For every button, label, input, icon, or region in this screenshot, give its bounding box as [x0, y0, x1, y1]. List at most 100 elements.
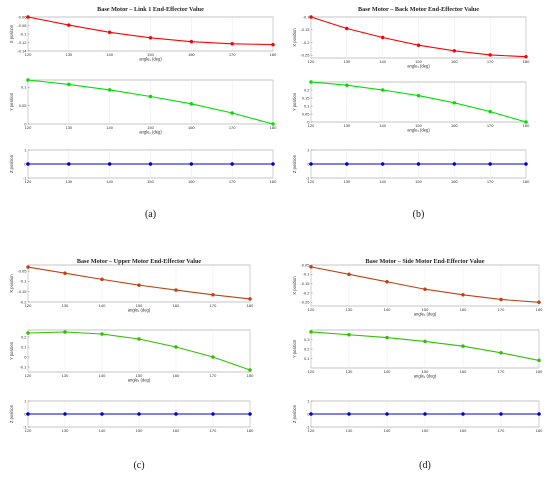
x-axis-label: angle₁ (deg) — [414, 312, 437, 317]
x-tick-label: 180 — [247, 303, 254, 308]
data-point — [499, 350, 503, 355]
y-tick-label: -0.2 — [303, 290, 311, 295]
x-tick-label: 130 — [346, 428, 353, 433]
data-point — [211, 293, 215, 297]
x-tick-label: 160 — [173, 373, 180, 378]
y-tick-label: -0.25 — [300, 53, 310, 58]
y-tick-label: -0.15 — [300, 27, 310, 32]
data-point — [248, 368, 252, 372]
y-tick-label: 0.2 — [21, 334, 27, 339]
x-tick-label: 150 — [147, 125, 154, 130]
x-tick-label: 140 — [384, 428, 391, 433]
chart-panel-d: Base Motor – Side Motor End-Effector Val… — [292, 258, 543, 471]
x-tick-label: 120 — [25, 428, 32, 433]
x-tick-label: 160 — [451, 59, 458, 64]
x-tick-label: 170 — [498, 307, 505, 312]
y-tick-label: 0 — [24, 411, 27, 416]
y-tick-label: 1 — [24, 147, 27, 152]
data-point — [524, 162, 528, 166]
x-tick-label: 120 — [308, 307, 315, 312]
data-point — [67, 162, 71, 166]
y-axis-label: X position — [292, 276, 297, 295]
x-tick-label: 120 — [308, 123, 315, 128]
data-point — [537, 300, 541, 305]
data-point — [26, 265, 30, 269]
x-tick-label: 160 — [460, 428, 467, 433]
data-point — [174, 345, 178, 349]
y-tick-label: 0 — [24, 161, 27, 166]
x-tick-label: 160 — [451, 123, 458, 128]
data-point — [416, 162, 421, 166]
x-tick-label: 180 — [523, 123, 530, 128]
y-tick-label: 0 — [24, 354, 27, 359]
y-tick-label: -0.14 — [17, 48, 27, 53]
data-point — [107, 30, 112, 35]
y-tick-label: 1 — [24, 398, 27, 403]
y-tick-label: -0.08 — [17, 23, 27, 28]
data-point — [26, 162, 30, 166]
panel-caption: (a) — [145, 209, 156, 220]
x-axis-label: angle₁ (deg) — [407, 64, 430, 69]
data-point — [380, 88, 385, 92]
data-point — [309, 162, 313, 166]
x-tick-label: 150 — [422, 369, 429, 374]
data-point — [100, 332, 104, 336]
y-axis-label: Y position — [292, 92, 297, 111]
data-point — [67, 82, 71, 87]
x-tick-label: 160 — [188, 179, 195, 184]
data-point — [211, 412, 215, 416]
x-tick-label: 130 — [343, 179, 350, 184]
y-tick-label: 0.05 — [19, 103, 28, 108]
x-tick-label: 170 — [210, 303, 217, 308]
y-tick-label: -0.1 — [303, 272, 311, 277]
data-point — [63, 271, 67, 276]
y-tick-label: 1 — [307, 398, 310, 403]
data-point — [309, 330, 313, 334]
data-point — [488, 162, 492, 166]
chart-panel-b: Base Motor – Back Motor End-Effector Val… — [292, 6, 530, 220]
x-tick-label: 170 — [229, 125, 236, 130]
y-axis-label: Y position — [9, 341, 14, 360]
subplot-x-position: -0.05 -0.1 -0.15 -0.2 -0.25 120 130 140 150 160 17… — [292, 262, 543, 316]
data-point — [452, 101, 457, 105]
data-point — [461, 344, 465, 348]
x-tick-label: 150 — [415, 179, 422, 184]
x-tick-label: 140 — [99, 428, 106, 433]
data-point — [309, 412, 313, 416]
data-point — [416, 43, 421, 47]
y-tick-label: 0.15 — [302, 95, 311, 100]
data-point — [347, 272, 351, 277]
x-tick-label: 180 — [536, 428, 543, 433]
y-axis-label: Z position — [292, 404, 297, 423]
panel-caption: (d) — [419, 460, 431, 471]
data-point — [524, 54, 528, 59]
y-axis-label: Z position — [9, 154, 14, 173]
x-tick-label: 160 — [460, 307, 467, 312]
chart-panel-c: Base Motor – Upper Motor End-Effector Va… — [9, 258, 254, 471]
data-point — [385, 335, 389, 340]
y-tick-label: 0.05 — [302, 111, 311, 116]
data-point — [537, 358, 541, 363]
data-point — [385, 279, 389, 284]
x-tick-label: 170 — [487, 59, 494, 64]
x-tick-label: 180 — [523, 179, 530, 184]
x-tick-label: 130 — [65, 125, 72, 130]
data-point — [452, 162, 457, 166]
x-tick-label: 170 — [487, 179, 494, 184]
data-point — [137, 412, 141, 416]
data-point — [488, 109, 492, 114]
x-tick-label: 150 — [147, 179, 154, 184]
y-tick-label: -0.1 — [20, 31, 28, 36]
chart-panel-a: Base Motor – Link 1 End-Effector Value-0… — [9, 6, 277, 220]
data-point — [345, 162, 349, 166]
y-axis-label: X position — [9, 24, 14, 43]
y-tick-label: -0.2 — [303, 40, 311, 45]
x-axis-label: angle₁ (deg) — [139, 57, 162, 62]
y-axis-label: X position — [292, 28, 297, 47]
y-tick-label: 0 — [24, 121, 27, 126]
x-tick-label: 170 — [487, 123, 494, 128]
y-tick-label: -1 — [23, 175, 27, 180]
